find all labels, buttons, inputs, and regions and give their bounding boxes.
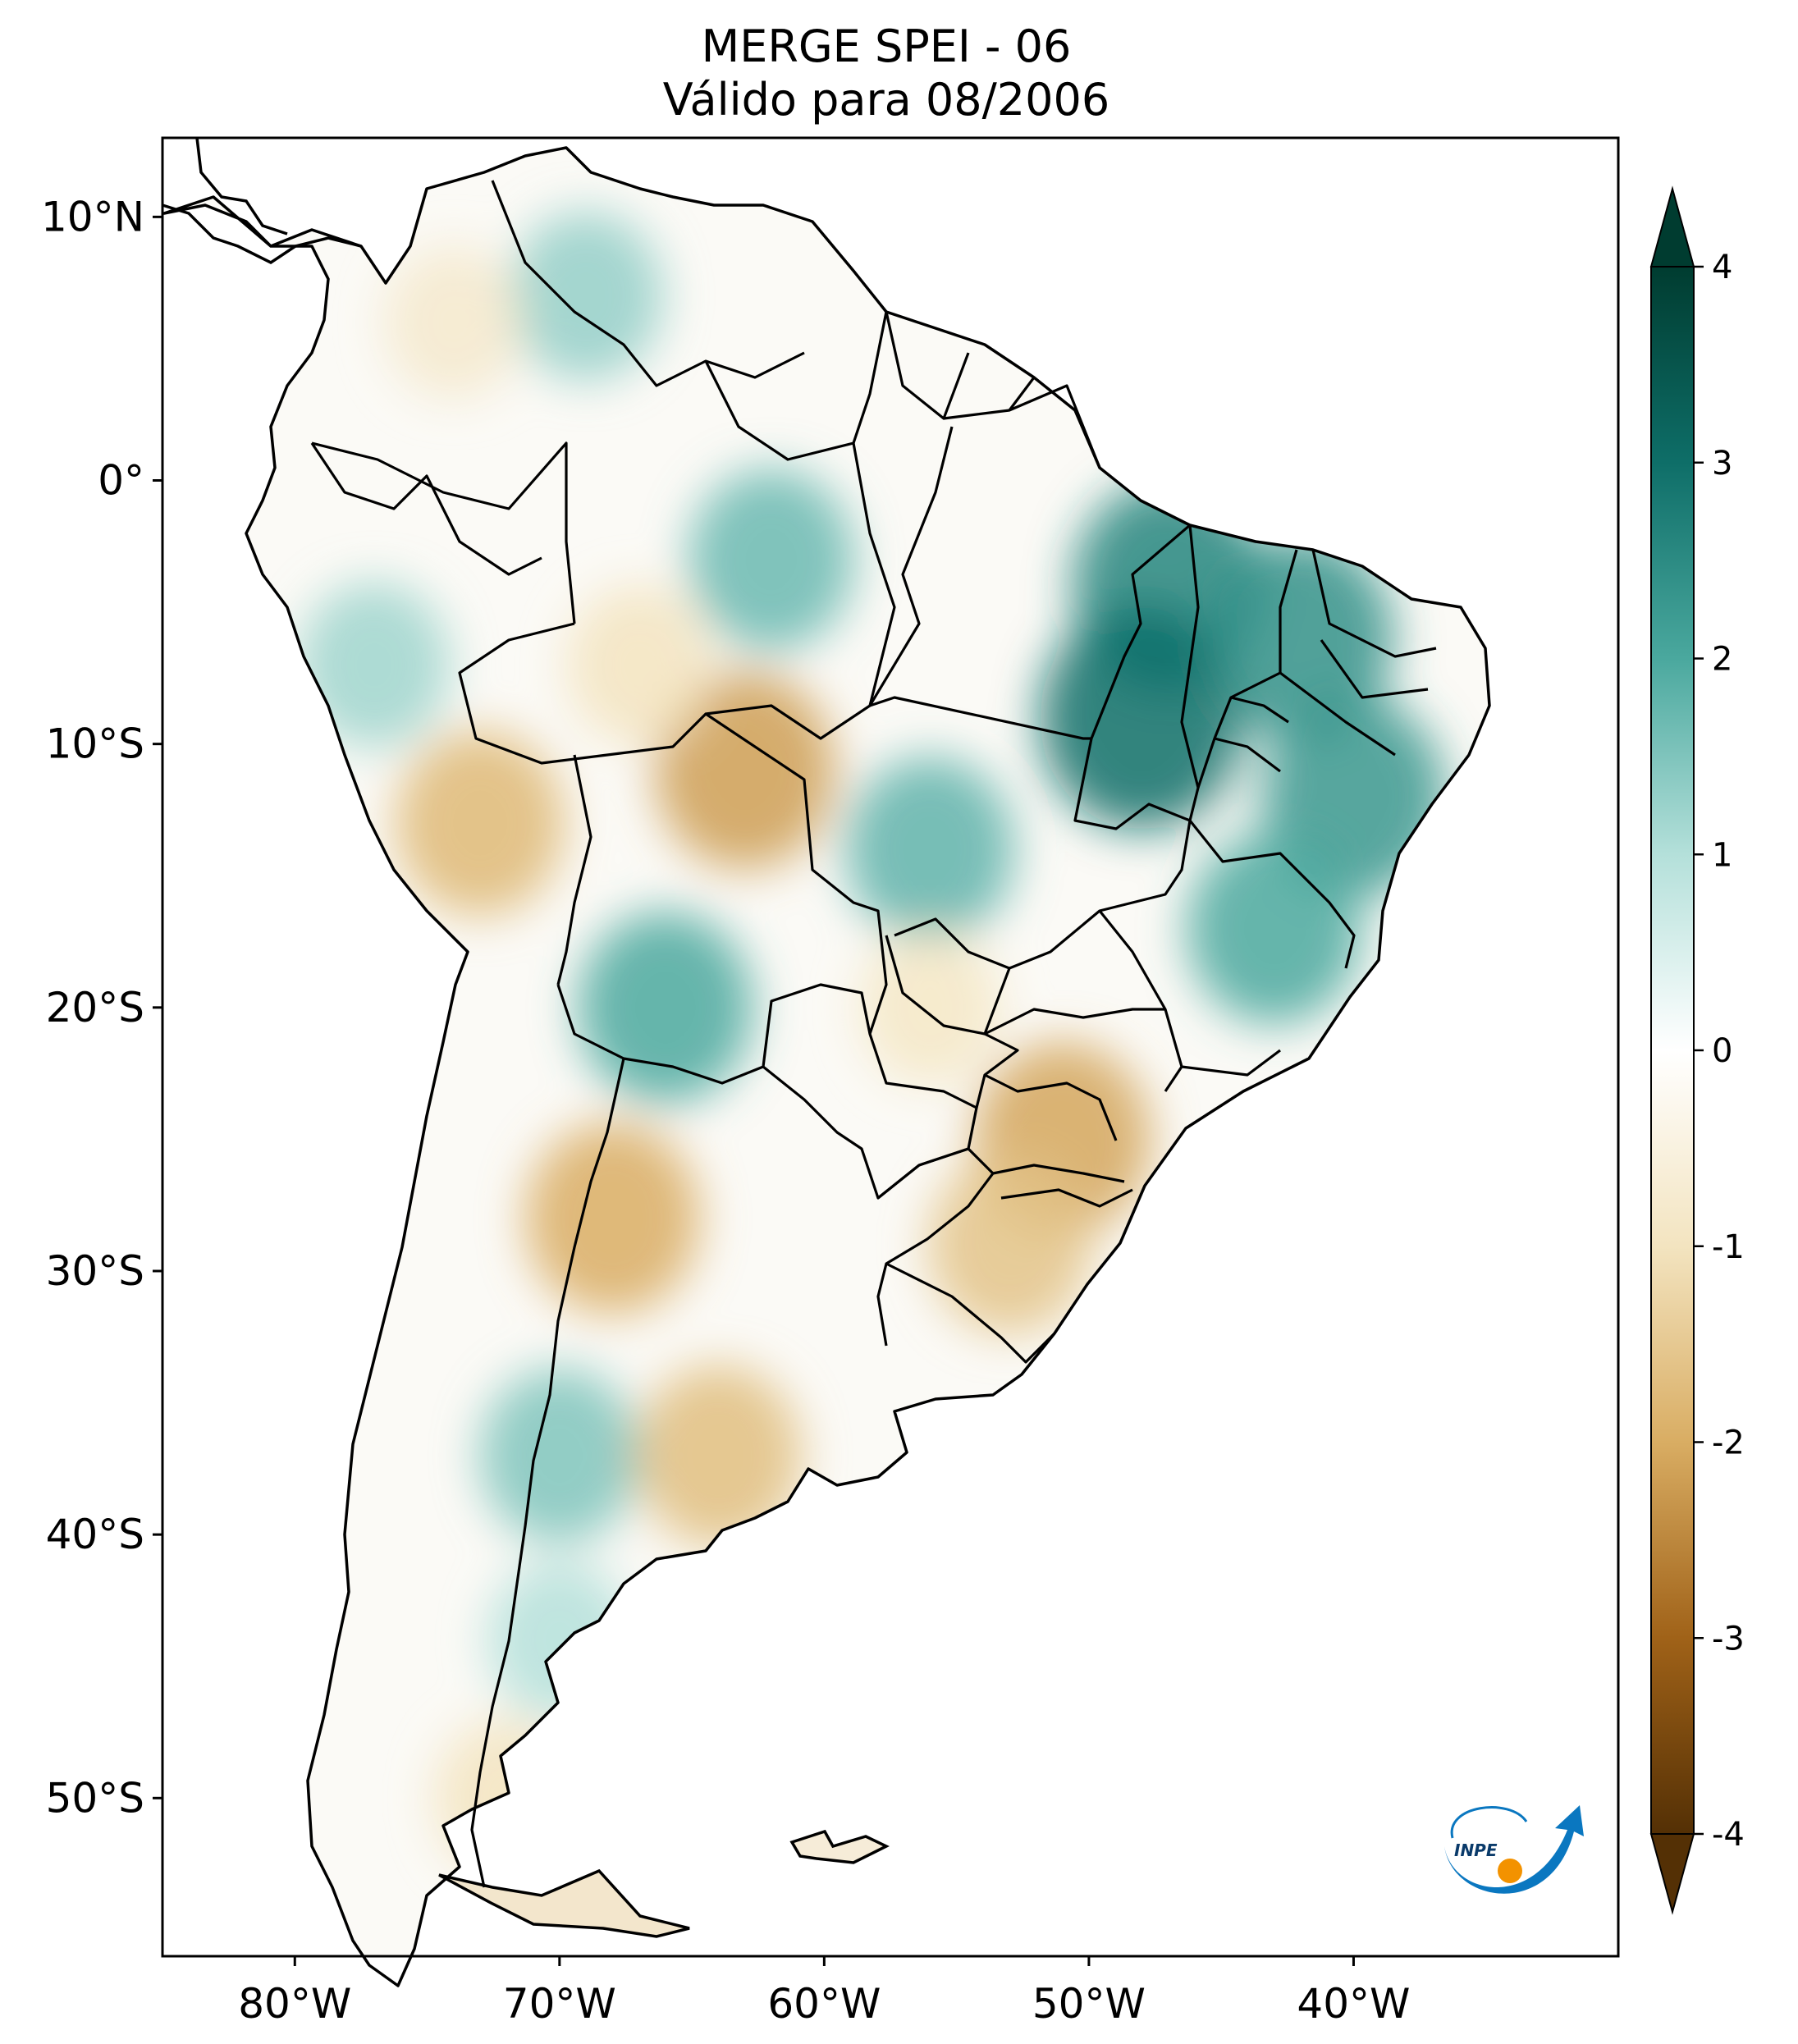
longitude-tick-label: 80°W: [238, 1980, 351, 2028]
latitude-tick-label: 30°S: [46, 1247, 144, 1295]
border-brazil-states-8: [1188, 820, 1356, 969]
map-frame: [161, 136, 1620, 1958]
latitude-tick-label: 0°: [98, 457, 144, 505]
colorbar-tick-label: 2: [1712, 641, 1732, 679]
border-brazil-states-1: [869, 696, 1091, 740]
longitude-tick-label: 40°W: [1297, 1980, 1410, 2028]
border-brazil-states-2: [868, 426, 954, 706]
spei-anomaly-patch: [845, 757, 1014, 942]
longitude-axis: 80°W 70°W 60°W 50°W 40°W: [238, 1956, 1410, 2028]
spei-anomaly-patch: [525, 1123, 700, 1315]
spei-anomaly-patch: [689, 469, 854, 651]
border-brazil-bolivia: [705, 712, 888, 1035]
border-brazil-states-12: [1000, 1188, 1133, 1208]
colorbar-tick-label: 4: [1712, 249, 1732, 286]
tierra-del-fuego: [438, 1868, 690, 1938]
border-brazil-states-13: [885, 935, 1019, 1109]
border-brazil-states-7: [1279, 549, 1437, 757]
continent-coastline: [162, 146, 1491, 1987]
colorbar-ticks: 4 3 2 1 0 -1 -2 -3 -4: [1694, 249, 1745, 1854]
border-chile-argentina: [470, 984, 625, 1888]
spei-anomaly-patch: [1187, 832, 1361, 1025]
inpe-logo-sun-icon: [1498, 1859, 1522, 1883]
latitude-tick-label: 10°S: [46, 720, 144, 768]
colorbar: 4 3 2 1 0 -1 -2 -3 -4: [1649, 185, 1745, 1915]
central-america-coast-north: [195, 137, 288, 235]
spei-anomaly-patch: [384, 245, 524, 399]
border-peru-bolivia: [556, 754, 592, 985]
country-borders: [310, 180, 1437, 1888]
spei-anomaly-patch: [299, 582, 450, 748]
border-brazil-north: [458, 442, 896, 765]
border-colombia-venezuela: [491, 180, 805, 387]
inpe-logo-text: INPE: [1454, 1841, 1498, 1860]
latitude-tick-label: 10°N: [41, 193, 144, 240]
border-uruguay-brazil: [885, 1262, 1056, 1364]
border-ecuador-peru: [310, 442, 542, 576]
spei-field-layer: [299, 211, 1445, 1878]
colorbar-tick-label: -4: [1712, 1816, 1745, 1854]
border-brazil-states-3: [1090, 524, 1192, 739]
latitude-tick-label: 20°S: [46, 984, 144, 1031]
colorbar-tick-label: -1: [1712, 1228, 1745, 1266]
border-brazil-states-14: [1214, 696, 1289, 773]
spei-anomaly-patch: [566, 585, 711, 745]
colorbar-tick-label: 1: [1712, 836, 1732, 874]
spei-anomaly-patch: [509, 211, 663, 381]
border-brazil-states-5: [894, 524, 1200, 970]
border-venezuela-brazil: [704, 311, 888, 461]
inpe-logo-swoosh-icon: [1444, 1805, 1584, 1894]
border-brazil-states-10: [983, 967, 1165, 1036]
colorbar-tick-label: -3: [1712, 1620, 1745, 1658]
border-brazil-states-6: [1196, 549, 1298, 789]
border-guyanas: [885, 311, 1101, 469]
latitude-tick-label: 40°S: [46, 1511, 144, 1558]
colorbar-top-extension: [1649, 185, 1695, 268]
spei-anomaly-patch: [479, 1368, 639, 1543]
central-america-coast: [162, 203, 362, 265]
map-subtitle: Válido para 08/2006: [663, 74, 1109, 126]
longitude-tick-label: 60°W: [767, 1980, 881, 2028]
spei-anomaly-patch: [635, 1365, 801, 1547]
longitude-tick-label: 70°W: [503, 1980, 616, 2028]
colorbar-bottom-extension: [1649, 1833, 1695, 1915]
border-colombia-south: [311, 441, 576, 624]
inpe-logo-orbit-icon: [1450, 1806, 1528, 1839]
spei-anomaly-patch: [1207, 536, 1394, 741]
colorbar-tick-label: 0: [1712, 1032, 1732, 1070]
border-brazil-states-11: [984, 1073, 1125, 1183]
spei-anomaly-patch: [396, 730, 565, 916]
spei-anomaly-patch: [578, 912, 753, 1104]
colorbar-body: [1650, 266, 1695, 1835]
latitude-tick-label: 50°S: [46, 1774, 144, 1822]
colorbar-tick-label: -2: [1712, 1424, 1745, 1462]
latitude-axis: 10°N 0° 10°S 20°S 30°S 40°S 50°S: [41, 193, 162, 1822]
colorbar-tick-label: 3: [1712, 445, 1732, 482]
spei-anomaly-patch: [1040, 606, 1244, 830]
spei-anomaly-patch: [928, 1155, 1091, 1334]
longitude-tick-label: 50°W: [1032, 1980, 1146, 2028]
border-bolivia-argentina: [623, 1057, 764, 1085]
falkland-islands: [789, 1829, 890, 1864]
map-title: MERGE SPEI - 06: [702, 21, 1072, 72]
inpe-logo: INPE: [1444, 1805, 1584, 1894]
border-argentina-uruguay: [876, 1147, 995, 1347]
border-brazil-states-4: [1073, 738, 1191, 830]
